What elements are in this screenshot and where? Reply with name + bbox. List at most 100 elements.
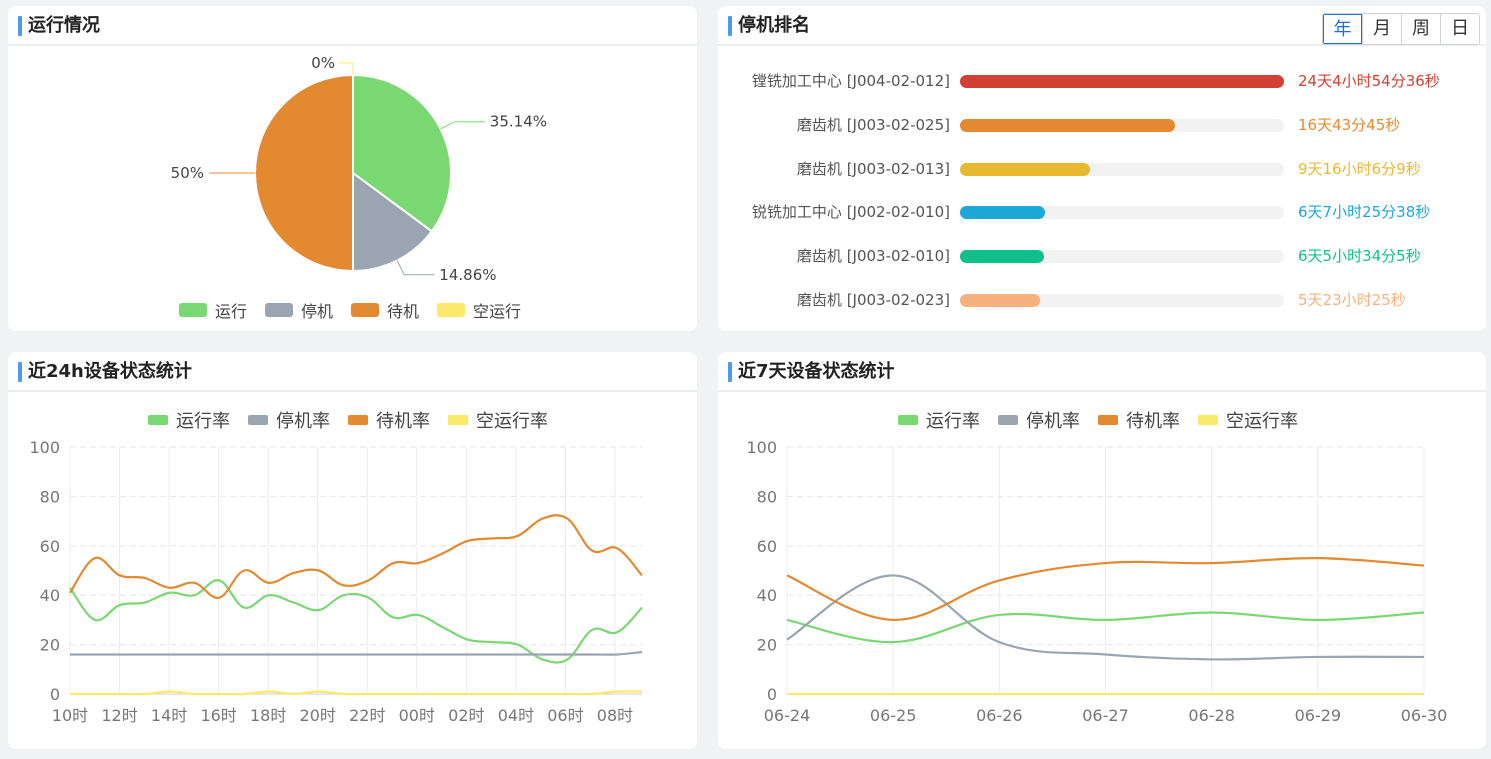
legend-item-stop[interactable]: 停机	[265, 298, 333, 322]
title-accent-bar	[18, 16, 22, 36]
y-tick-label: 60	[757, 537, 777, 556]
panel-header: 近7天设备状态统计	[718, 352, 1486, 392]
legend-swatch	[248, 415, 268, 425]
legend-item-idle-rate[interactable]: 空运行率	[448, 407, 548, 433]
rank-item-value: 24天4小时54分36秒	[1298, 72, 1440, 90]
legend-item-run-rate[interactable]: 运行率	[148, 407, 230, 433]
period-switch: 年 月 周 日	[1322, 13, 1480, 45]
pie-slice	[254, 73, 354, 273]
panel-header: 近24h设备状态统计	[8, 352, 697, 392]
series-line	[786, 574, 1425, 661]
rank-item-value: 6天7小时25分38秒	[1298, 203, 1431, 222]
series-line	[69, 514, 643, 599]
x-tick-label: 16时	[200, 706, 236, 725]
y-tick-label: 100	[746, 438, 777, 457]
legend-label: 待机率	[1126, 411, 1180, 432]
period-month-button[interactable]: 月	[1362, 14, 1401, 44]
title-accent-bar	[728, 16, 732, 36]
x-tick-label: 06-29	[1295, 706, 1342, 725]
x-tick-label: 00时	[399, 706, 435, 725]
legend-item-stop-rate[interactable]: 停机率	[998, 407, 1080, 433]
rank-bar-fill	[960, 162, 1090, 176]
panel-24h: 近24h设备状态统计 运行率 停机率 待机率 空运行率 0 20 40 60 80 100…	[8, 352, 697, 749]
pie-legend: 运行 停机 待机 空运行	[179, 298, 539, 322]
period-week-button[interactable]: 周	[1401, 14, 1440, 44]
legend-item-run-rate[interactable]: 运行率	[898, 407, 980, 433]
rank-item-label: 磨齿机 [J003-02-025]	[796, 115, 950, 134]
rank-item-value: 6天5小时34分5秒	[1298, 247, 1421, 266]
panel-status: 运行情况 35.14% 14.86% 50% 0% 运行 停机 待机 空运行	[8, 6, 697, 331]
legend-label: 运行率	[176, 411, 230, 432]
x-tick-label: 06-30	[1401, 706, 1448, 725]
legend-item-wait[interactable]: 待机	[351, 298, 419, 322]
legend-label: 待机率	[376, 411, 430, 432]
legend-swatch	[1198, 415, 1218, 425]
pie-slice	[352, 73, 452, 233]
x-tick-label: 06-25	[870, 706, 917, 725]
rank-bar-track	[960, 162, 1284, 176]
x-tick-label: 04时	[498, 706, 534, 725]
y-tick-label: 40	[40, 586, 60, 605]
x-tick-label: 18时	[250, 706, 286, 725]
rank-item-label: 磨齿机 [J003-02-013]	[796, 159, 950, 178]
period-day-button[interactable]: 日	[1440, 14, 1479, 44]
legend-label: 空运行	[473, 302, 522, 321]
y-tick-label: 20	[757, 636, 777, 655]
legend-swatch	[148, 415, 168, 425]
rank-bar-track	[960, 250, 1284, 264]
rank-bar-fill	[960, 75, 1284, 88]
rank-item-value: 16天43分45秒	[1298, 115, 1401, 134]
y-tick-label: 60	[40, 537, 60, 556]
legend-item-idle-rate[interactable]: 空运行率	[1198, 407, 1298, 433]
legend-item-stop-rate[interactable]: 停机率	[248, 407, 330, 433]
rank-bar-track	[960, 206, 1284, 220]
period-year-button[interactable]: 年	[1323, 14, 1362, 44]
legend-swatch	[348, 415, 368, 425]
x-tick-label: 02时	[448, 706, 484, 725]
y-tick-label: 20	[40, 636, 60, 655]
line-chart-7d: 0 20 40 60 80 100 06-24 06-25 06-26 06-27 06-28 06-…	[746, 438, 1448, 725]
chart-legend: 运行率 停机率 待机率 空运行率	[148, 407, 566, 433]
y-tick-label: 40	[757, 586, 777, 605]
legend-swatch	[448, 415, 468, 425]
x-tick-label: 08时	[597, 706, 633, 725]
panel-7d: 近7天设备状态统计 运行率 停机率 待机率 空运行率 0 20 40 60 80 100 0…	[718, 352, 1486, 749]
y-tick-label: 80	[757, 487, 777, 506]
x-tick-label: 06-26	[976, 706, 1023, 725]
title-accent-bar	[18, 362, 22, 382]
legend-swatch	[437, 303, 466, 317]
y-tick-label: 0	[767, 685, 777, 704]
legend-label: 空运行率	[1226, 411, 1298, 432]
chart-legend: 运行率 停机率 待机率 空运行率	[898, 407, 1316, 433]
legend-item-idle[interactable]: 空运行	[437, 298, 521, 322]
pie-label-line	[396, 260, 435, 276]
series-line	[786, 557, 1425, 622]
legend-item-wait-rate[interactable]: 待机率	[1098, 407, 1180, 433]
panel-header: 运行情况	[8, 6, 697, 46]
pie-label-line	[440, 121, 485, 130]
x-tick-label: 06-24	[764, 706, 811, 725]
rank-item-label: 锐铣加工中心 [J002-02-010]	[751, 203, 950, 222]
x-tick-label: 06时	[547, 706, 583, 725]
x-tick-label: 06-28	[1188, 706, 1235, 725]
rank-item-value: 5天23小时25秒	[1298, 291, 1406, 309]
x-tick-label: 14时	[151, 706, 187, 725]
legend-item-run[interactable]: 运行	[179, 298, 247, 322]
series-line	[69, 690, 643, 696]
pie-label: 35.14%	[490, 113, 547, 131]
pie-slice	[352, 171, 434, 273]
x-tick-label: 12时	[101, 706, 137, 725]
legend-label: 停机	[301, 302, 334, 321]
line-chart-24h: 0 20 40 60 80 100 10时 12时 14时 16时 18时 20时 22时 00时 02时 0…	[29, 438, 643, 725]
panel-title: 运行情况	[28, 15, 100, 36]
series-line	[786, 611, 1425, 644]
legend-label: 待机	[387, 302, 420, 321]
legend-label: 停机率	[1026, 411, 1080, 432]
panel-header: 停机排名	[718, 6, 1486, 46]
legend-item-wait-rate[interactable]: 待机率	[348, 407, 430, 433]
series-line	[70, 650, 643, 656]
legend-swatch	[265, 303, 294, 317]
panel-title: 停机排名	[738, 15, 810, 36]
rank-item-label: 磨齿机 [J003-02-023]	[796, 291, 950, 309]
legend-label: 运行	[215, 302, 248, 321]
